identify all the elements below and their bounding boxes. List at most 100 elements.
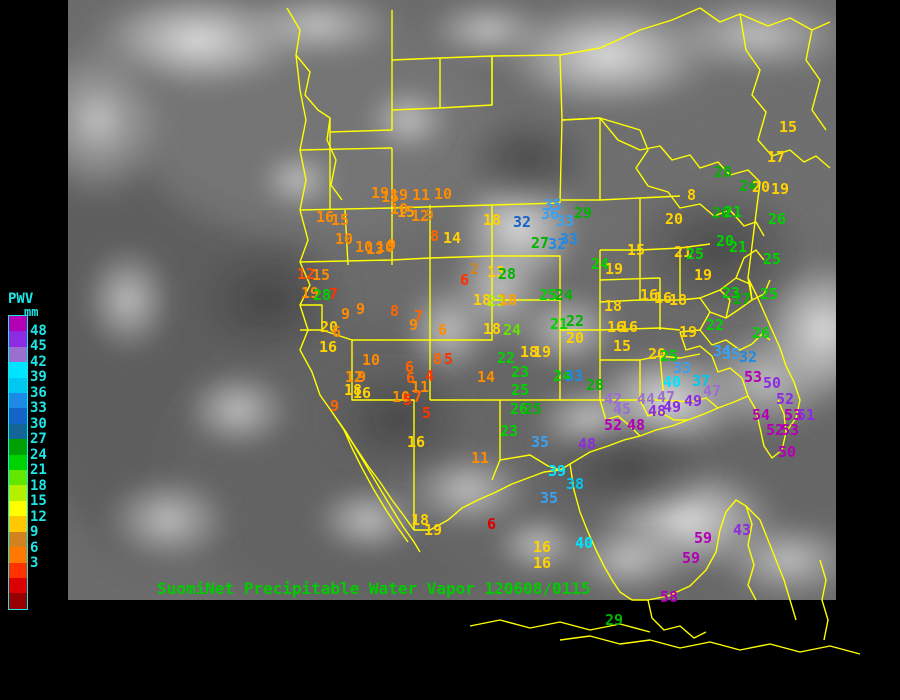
- pwv-station-value: 18: [483, 211, 502, 229]
- colorbar-band: [9, 377, 27, 394]
- pwv-station-value: 16: [654, 289, 673, 307]
- pwv-station-value: 12: [345, 368, 364, 386]
- pwv-station-value: 32: [513, 213, 532, 231]
- pwv-station-value: 42: [604, 390, 623, 408]
- pwv-station-value: 25: [660, 347, 679, 365]
- pwv-station-value: 26: [768, 210, 787, 228]
- colorbar-gradient: [8, 315, 28, 610]
- pwv-station-value: 19: [371, 184, 390, 202]
- pwv-station-value: 9: [357, 368, 367, 386]
- pwv-station-value: 8: [687, 186, 697, 204]
- colorbar-tick-labels: 48 45 42 39 36 33 30 27 24 21 18 15 12 9 6 3: [30, 315, 66, 610]
- pwv-station-value: 39: [548, 462, 567, 480]
- pwv-station-value: 25: [763, 250, 782, 268]
- colorbar-band: [9, 562, 27, 578]
- pwv-station-value: 15: [331, 211, 350, 229]
- pwv-station-value: 18: [669, 291, 688, 309]
- pwv-station-value: 7: [413, 388, 423, 406]
- pwv-station-value: 48: [578, 435, 597, 453]
- pwv-station-value: 51: [797, 406, 816, 424]
- pwv-station-value: 17: [767, 148, 786, 166]
- pwv-station-value: 16: [640, 286, 659, 304]
- colorbar-title: PWV: [8, 291, 34, 307]
- colorbar-band: [9, 470, 27, 486]
- pwv-station-value: 18: [483, 320, 502, 338]
- pwv-station-value: 5: [444, 350, 454, 368]
- pwv-station-value: 18: [520, 343, 539, 361]
- pwv-station-value: 21: [729, 238, 748, 256]
- pwv-station-value: 20: [665, 210, 684, 228]
- pwv-station-value: 50: [763, 374, 782, 392]
- pwv-station-value: 43: [733, 521, 752, 539]
- pwv-station-value: 20: [648, 345, 667, 363]
- colorbar-tick: 3: [30, 555, 39, 572]
- colorbar-tick: 6: [30, 539, 39, 556]
- pwv-station-value: 10: [376, 238, 395, 256]
- pwv-station-value: 10: [355, 238, 374, 256]
- colorbar-band: [9, 408, 27, 424]
- pwv-station-value: 19: [605, 260, 624, 278]
- pwv-station-value: 53: [781, 421, 800, 439]
- pwv-station-value: 14: [443, 229, 462, 247]
- pwv-station-value: 25: [686, 245, 705, 263]
- pwv-station-value: 11: [412, 186, 431, 204]
- colorbar-tick: 21: [30, 462, 47, 479]
- colorbar-band: [9, 393, 27, 409]
- pwv-station-value: 59: [682, 549, 701, 567]
- pwv-station-value: 20: [566, 329, 585, 347]
- colorbar-tick: 36: [30, 384, 47, 401]
- pwv-station-value: 16: [316, 208, 335, 226]
- colorbar-tick: 48: [30, 322, 47, 339]
- pwv-station-value: 33: [556, 212, 575, 230]
- image-title: SuomiNet Precipitable Water Vapor 120608…: [157, 579, 591, 598]
- pwv-station-value: 8: [433, 350, 443, 368]
- colorbar-tick: 27: [30, 431, 47, 448]
- colorbar-band: [9, 500, 27, 517]
- pwv-station-value: 25: [524, 400, 543, 418]
- pwv-station-value: 19: [679, 323, 698, 341]
- colorbar-band: [9, 331, 27, 347]
- pwv-station-value: 18: [499, 291, 518, 309]
- pwv-station-value: 54: [752, 406, 771, 424]
- pwv-station-value: 19: [533, 343, 552, 361]
- pwv-station-value: 24: [503, 321, 522, 339]
- pwv-station-value: 44: [637, 390, 656, 408]
- pwv-station-value: 18: [411, 511, 430, 529]
- pwv-station-value: 6: [438, 321, 448, 339]
- pwv-station-value: 6: [332, 323, 342, 341]
- pwv-station-value: 33: [565, 367, 584, 385]
- pwv-station-value: 15: [397, 203, 416, 221]
- pwv-station-value: 36: [541, 205, 560, 223]
- pwv-station-value: 15: [613, 337, 632, 355]
- colorbar-band: [9, 423, 27, 440]
- pwv-station-value: 25: [760, 285, 779, 303]
- pwv-station-value: 10: [390, 200, 409, 218]
- pwv-station-value: 48: [648, 402, 667, 420]
- pwv-station-value: 13: [487, 263, 506, 281]
- pwv-station-value: 16: [407, 433, 426, 451]
- pwv-station-value: 19: [301, 284, 320, 302]
- pwv-station-value: 20: [716, 232, 735, 250]
- pwv-station-value: 9: [425, 206, 435, 224]
- pwv-station-value: 26: [510, 400, 529, 418]
- pwv-station-value: 13: [366, 240, 385, 258]
- pwv-station-value: 18: [604, 297, 623, 315]
- pwv-station-value: 7: [329, 285, 339, 303]
- colorbar-band: [9, 593, 27, 609]
- pwv-station-value: 16: [319, 338, 338, 356]
- pwv-station-value: 10: [335, 230, 354, 248]
- pwv-station-value: 49: [663, 398, 682, 416]
- pwv-station-value: 49: [684, 392, 703, 410]
- pwv-station-value: 58: [660, 588, 679, 606]
- pwv-station-value: 15: [381, 188, 400, 206]
- pwv-station-value: 22: [566, 312, 585, 330]
- colorbar-band: [9, 439, 27, 455]
- pwv-station-value: 35: [544, 196, 563, 214]
- pwv-station-value: 19: [390, 186, 409, 204]
- pwv-station-value: 15: [779, 118, 798, 136]
- colorbar-band: [9, 485, 27, 501]
- pwv-station-value: 16: [353, 384, 372, 402]
- pwv-station-value: 2: [470, 260, 480, 278]
- pwv-station-value: 25: [511, 381, 530, 399]
